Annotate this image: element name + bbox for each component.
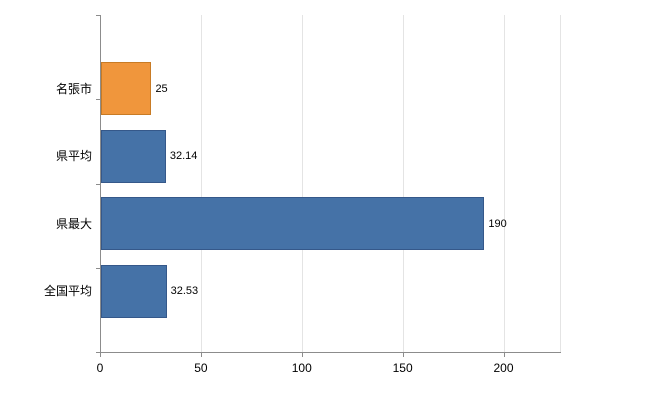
gridline: [503, 15, 505, 352]
gridline: [402, 15, 404, 352]
y-axis-tick: [96, 183, 100, 185]
y-axis-tick: [96, 352, 100, 353]
y-axis-line: [100, 15, 101, 353]
x-tick-label: 200: [493, 361, 514, 375]
category-label: 県平均: [55, 149, 92, 164]
x-axis-line: [100, 352, 561, 353]
x-tick-label: 150: [392, 361, 413, 375]
plot-right-border: [560, 15, 561, 352]
bar[interactable]: [101, 129, 166, 183]
value-label: 32.14: [169, 150, 198, 163]
gridline: [301, 15, 303, 352]
x-tick-label: 50: [194, 361, 208, 375]
y-axis-tick: [96, 15, 100, 16]
x-axis-tick: [200, 352, 202, 357]
value-label: 190: [488, 217, 507, 230]
x-axis-tick: [100, 352, 101, 357]
gridline: [200, 15, 202, 352]
bar[interactable]: [101, 264, 167, 318]
value-label: 32.53: [170, 285, 199, 298]
bar[interactable]: [101, 62, 152, 115]
category-label: 名張市: [55, 81, 92, 96]
bar[interactable]: [101, 197, 485, 251]
y-axis-tick: [96, 99, 100, 101]
category-label: 全国平均: [43, 284, 92, 299]
x-axis-tick: [402, 352, 404, 357]
x-tick-label: 100: [291, 361, 312, 375]
y-axis-tick: [96, 267, 100, 269]
category-label: 県最大: [55, 216, 92, 231]
x-axis-tick: [503, 352, 505, 357]
x-axis-tick: [301, 352, 303, 357]
value-label: 25: [155, 82, 168, 95]
x-tick-label: 0: [96, 361, 104, 375]
